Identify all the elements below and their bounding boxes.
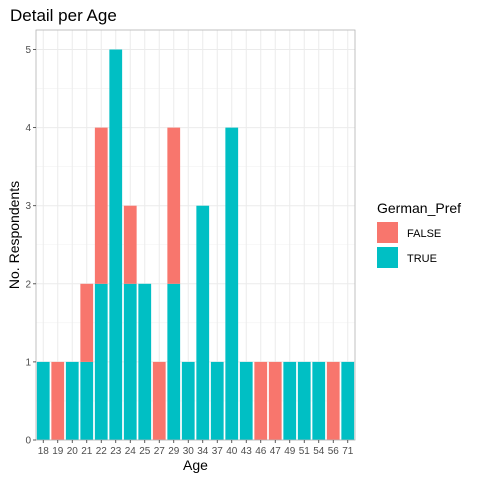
bar-47-false: [268, 361, 282, 440]
bar-43-true: [239, 361, 253, 440]
x-tick-label: 47: [270, 446, 282, 457]
x-tick-label: 18: [38, 446, 50, 457]
x-tick-label: 27: [154, 446, 166, 457]
bar-19-false: [51, 361, 65, 440]
x-tick-label: 24: [125, 446, 137, 457]
x-tick-label: 49: [284, 446, 296, 457]
bar-22-false: [94, 127, 108, 284]
bar-29-false: [167, 127, 181, 284]
bar-25-true: [138, 283, 152, 440]
bar-46-false: [254, 361, 268, 440]
bar-51-true: [297, 361, 311, 440]
bar-40-true: [225, 127, 239, 440]
x-tick-label: 25: [139, 446, 151, 457]
y-axis-title: No. Respondents: [6, 181, 22, 289]
bar-30-true: [181, 361, 195, 440]
bar-21-true: [80, 361, 94, 440]
x-tick-label: 40: [226, 446, 238, 457]
bar-24-true: [123, 283, 137, 440]
bar-21-false: [80, 283, 94, 362]
bar-27-false: [152, 361, 166, 440]
x-axis-title: Age: [183, 457, 208, 473]
x-tick-label: 29: [168, 446, 180, 457]
x-tick-label: 21: [81, 446, 93, 457]
y-tick-label: 1: [25, 357, 31, 368]
legend: German_Pref FALSE TRUE: [377, 200, 461, 268]
x-tick-label: 23: [110, 446, 122, 457]
bar-54-true: [312, 361, 326, 440]
x-axis: 18 19 20 21 22 23 24 25 27 29 30 34 37 40 43 46 47 49 51 54…: [38, 440, 354, 457]
x-tick-label: 22: [96, 446, 108, 457]
x-tick-label: 30: [183, 446, 195, 457]
legend-swatch-false: [377, 222, 398, 243]
chart-title: Detail per Age: [10, 6, 117, 25]
bar-37-true: [210, 361, 224, 440]
x-tick-label: 51: [299, 446, 311, 457]
bar-22-true: [94, 283, 108, 440]
x-tick-label: 56: [328, 446, 340, 457]
bar-34-true: [196, 205, 210, 440]
x-tick-label: 46: [255, 446, 267, 457]
panel-border: [35, 29, 356, 441]
legend-label-true: TRUE: [407, 253, 437, 265]
y-tick-label: 5: [25, 45, 31, 56]
y-tick-label: 0: [25, 436, 31, 447]
plot-bars: [36, 49, 355, 441]
legend-title: German_Pref: [377, 200, 461, 216]
x-tick-label: 54: [313, 446, 325, 457]
bar-23-true: [109, 49, 123, 441]
x-tick-label: 20: [67, 446, 79, 457]
legend-swatch-true: [377, 247, 398, 268]
x-tick-label: 34: [197, 446, 209, 457]
bar-20-true: [65, 361, 79, 440]
x-tick-label: 43: [241, 446, 253, 457]
bar-18-true: [36, 361, 50, 440]
x-tick-label: 71: [342, 446, 354, 457]
bar-24-false: [123, 205, 137, 284]
y-tick-label: 3: [25, 201, 31, 212]
x-tick-label: 19: [52, 446, 64, 457]
bar-29-true: [167, 283, 181, 440]
bar-56-false: [326, 361, 340, 440]
y-tick-label: 4: [25, 123, 31, 134]
bar-49-true: [283, 361, 297, 440]
bar-71-true: [341, 361, 355, 440]
x-tick-label: 37: [212, 446, 224, 457]
y-tick-label: 2: [25, 279, 31, 290]
y-axis: 0 1 2 3 4 5: [25, 45, 36, 447]
legend-label-false: FALSE: [407, 228, 441, 240]
